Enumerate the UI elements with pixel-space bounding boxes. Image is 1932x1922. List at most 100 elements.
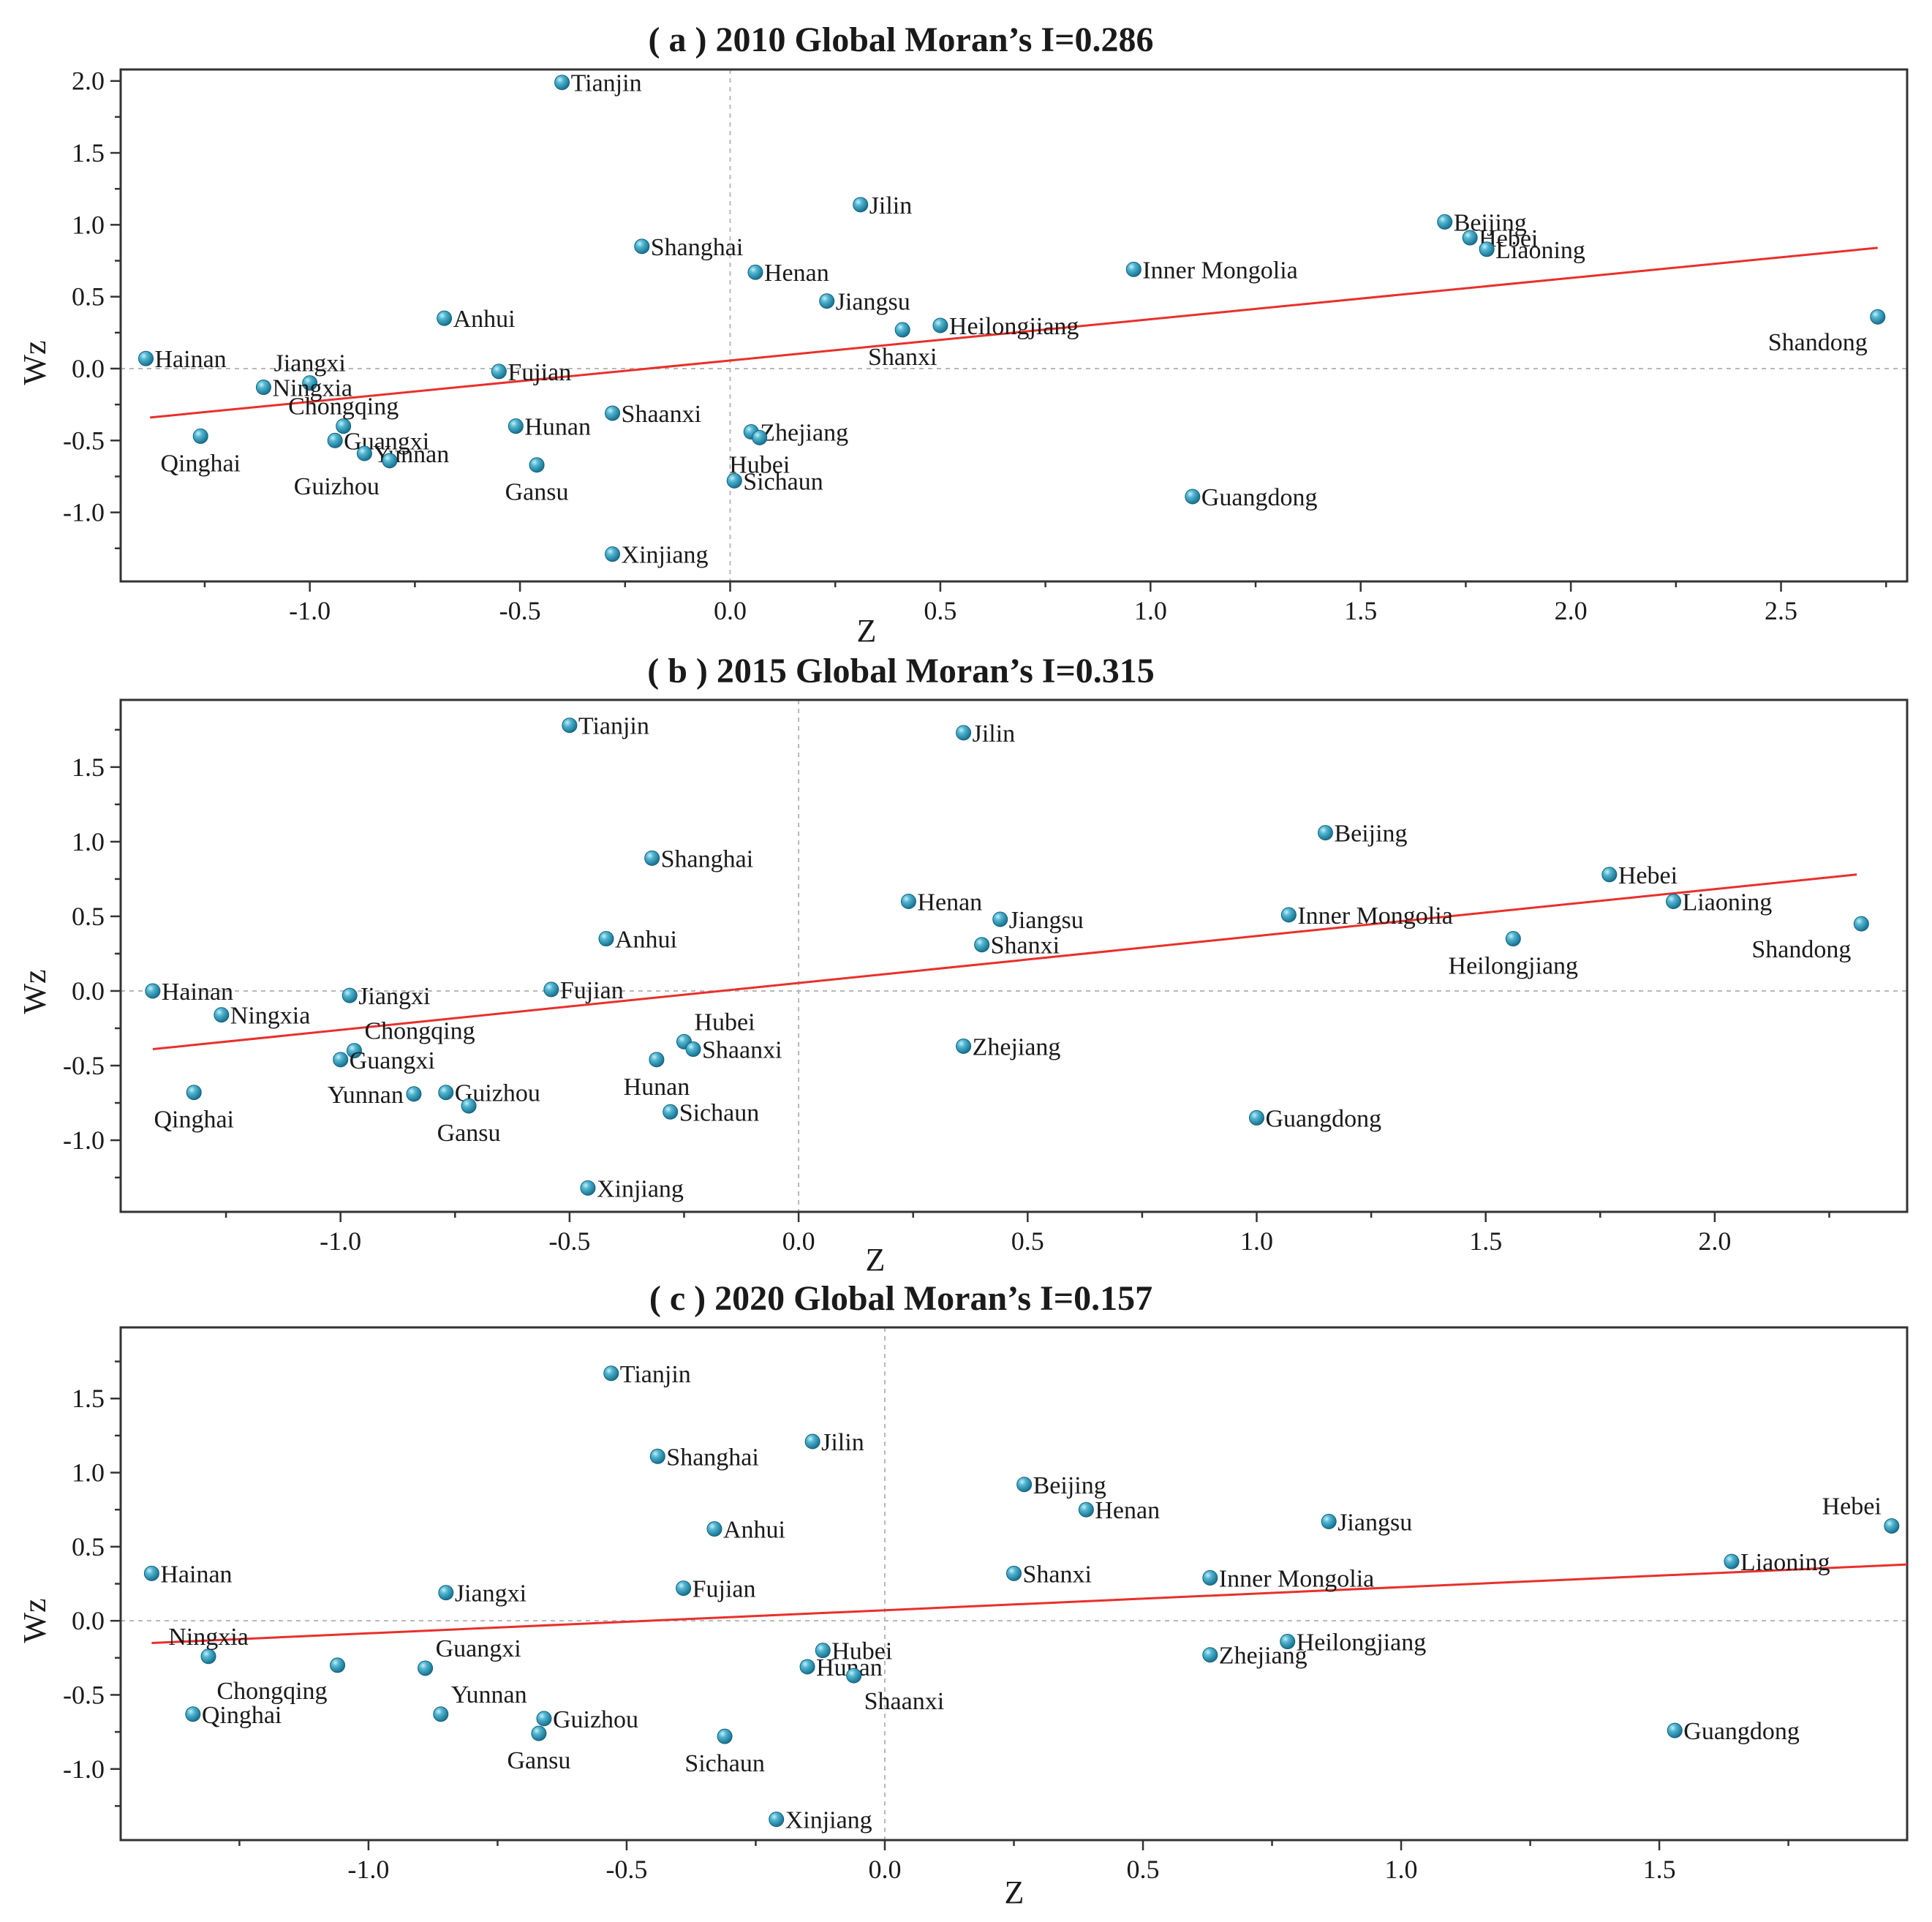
- point-label-inner-mongolia: Inner Mongolia: [1142, 257, 1297, 284]
- point-label-guizhou: Guizhou: [553, 1706, 638, 1733]
- data-point-jiangsu: [819, 293, 835, 309]
- data-point-gansu: [529, 457, 545, 473]
- data-point-beijing: [1437, 214, 1453, 230]
- data-point-liaoning: [1666, 894, 1682, 910]
- panel-b-2015: ( b ) 2015 Global Moran’s I=0.315 Z Wz -…: [17, 652, 1909, 1278]
- point-label-inner-mongolia: Inner Mongolia: [1297, 902, 1452, 930]
- data-point-jiangsu: [992, 911, 1008, 927]
- point-label-shandong: Shandong: [1751, 936, 1851, 963]
- data-point-xinjiang: [769, 1812, 785, 1828]
- point-label-shanxi: Shanxi: [1023, 1561, 1092, 1588]
- x-tick-label: -1.0: [347, 1855, 389, 1884]
- point-label-anhui: Anhui: [615, 927, 677, 954]
- regression-line: [152, 873, 1857, 1051]
- data-point-shandong: [1853, 916, 1869, 932]
- data-point-jilin: [956, 725, 972, 741]
- data-point-anhui: [598, 931, 614, 947]
- point-label-ningxia: Ningxia: [230, 1003, 311, 1030]
- data-point-shanxi: [974, 937, 990, 953]
- data-point-hunan: [507, 418, 524, 434]
- point-label-gansu: Gansu: [437, 1120, 501, 1147]
- point-label-jiangsu: Jiangsu: [836, 289, 910, 316]
- point-label-gansu: Gansu: [505, 479, 569, 506]
- data-point-hubei: [752, 429, 768, 445]
- point-label-guangdong: Guangdong: [1265, 1105, 1381, 1132]
- y-tick-label: 0.5: [72, 282, 105, 312]
- x-tick-label: 0.0: [868, 1855, 901, 1884]
- x-tick-label: 1.5: [1344, 596, 1377, 625]
- y-axis-label: Wz: [17, 340, 53, 385]
- data-point-heilongjiang: [1280, 1634, 1296, 1650]
- data-point-liaoning: [1479, 241, 1495, 257]
- point-label-henan: Henan: [917, 889, 982, 916]
- y-tick-label: 2.0: [72, 67, 105, 96]
- point-label-hainan: Hainan: [154, 346, 226, 373]
- x-tick-label: -1.0: [320, 1226, 361, 1256]
- regression-line: [150, 246, 1878, 419]
- data-point-jiangsu: [1321, 1513, 1337, 1529]
- data-point-shanxi: [894, 322, 910, 338]
- regression-line: [151, 1563, 1908, 1645]
- data-point-tianjin: [562, 717, 578, 734]
- x-tick-label: 1.5: [1643, 1855, 1676, 1884]
- data-point-gansu: [531, 1725, 547, 1741]
- point-label-xinjiang: Xinjiang: [597, 1175, 684, 1202]
- data-point-sichaun: [717, 1728, 733, 1744]
- y-tick-label: 0.0: [72, 1606, 105, 1635]
- data-point-henan: [1078, 1501, 1094, 1518]
- x-tick-label: -0.5: [548, 1226, 590, 1256]
- data-point-jiangxi: [438, 1585, 454, 1601]
- point-label-chongqing: Chongqing: [288, 393, 399, 421]
- y-axis-label: Wz: [17, 1598, 53, 1643]
- x-tick-label: 0.0: [782, 1226, 815, 1256]
- data-point-ningxia: [255, 380, 271, 396]
- data-point-shaanxi: [846, 1667, 862, 1684]
- point-label-guizhou: Guizhou: [294, 473, 380, 500]
- point-label-ningxia: Ningxia: [272, 375, 352, 402]
- panel-title: ( c ) 2020 Global Moran’s I=0.157: [649, 1279, 1152, 1318]
- point-label-anhui: Anhui: [453, 306, 516, 333]
- point-label-qinghai: Qinghai: [160, 450, 241, 477]
- y-tick-label: 0.5: [72, 1532, 105, 1561]
- plot-frame: [119, 698, 1909, 1213]
- y-tick-label: -0.5: [63, 1680, 105, 1709]
- data-point-jiangxi: [302, 375, 318, 391]
- point-label-tianjin: Tianjin: [620, 1361, 691, 1388]
- point-label-ningxia: Ningxia: [168, 1624, 249, 1651]
- y-tick-label: 1.5: [72, 753, 105, 782]
- data-point-jilin: [804, 1433, 820, 1450]
- y-tick-label: -0.5: [63, 1051, 105, 1080]
- data-point-xinjiang: [580, 1180, 596, 1196]
- point-label-liaoning: Liaoning: [1740, 1549, 1830, 1576]
- point-label-chongqing: Chongqing: [364, 1018, 475, 1045]
- point-label-guangdong: Guangdong: [1201, 484, 1318, 511]
- point-label-tianjin: Tianjin: [571, 70, 642, 97]
- x-tick-label: 1.0: [1134, 596, 1167, 625]
- point-label-henan: Henan: [764, 260, 829, 287]
- data-point-gansu: [461, 1098, 477, 1114]
- data-point-guizhou: [382, 453, 398, 469]
- data-point-guangdong: [1248, 1109, 1264, 1126]
- point-label-chongqing: Chongqing: [216, 1678, 327, 1705]
- point-label-gansu: Gansu: [507, 1747, 570, 1774]
- y-tick-label: 1.0: [72, 1458, 105, 1488]
- x-tick-label: -1.0: [289, 596, 331, 625]
- point-label-xinjiang: Xinjiang: [785, 1807, 872, 1834]
- data-point-hunan: [799, 1659, 815, 1675]
- point-label-fujian: Fujian: [693, 1576, 756, 1603]
- x-tick-label: 0.5: [924, 596, 956, 625]
- data-point-qinghai: [185, 1706, 201, 1722]
- data-point-guizhou: [536, 1711, 552, 1727]
- x-tick-label: 2.0: [1698, 1226, 1731, 1256]
- x-tick-label: 0.0: [714, 596, 747, 625]
- data-point-hebei: [1884, 1518, 1900, 1534]
- point-label-jiangxi: Jiangxi: [455, 1580, 527, 1608]
- x-axis-label: Z: [1005, 1874, 1025, 1910]
- data-point-hubei: [815, 1643, 831, 1659]
- point-label-heilongjiang: Heilongjiang: [1449, 953, 1579, 980]
- point-label-shanxi: Shanxi: [991, 932, 1060, 960]
- x-tick-label: -0.5: [605, 1855, 647, 1884]
- data-point-xinjiang: [605, 546, 621, 562]
- data-point-heilongjiang: [1505, 931, 1521, 947]
